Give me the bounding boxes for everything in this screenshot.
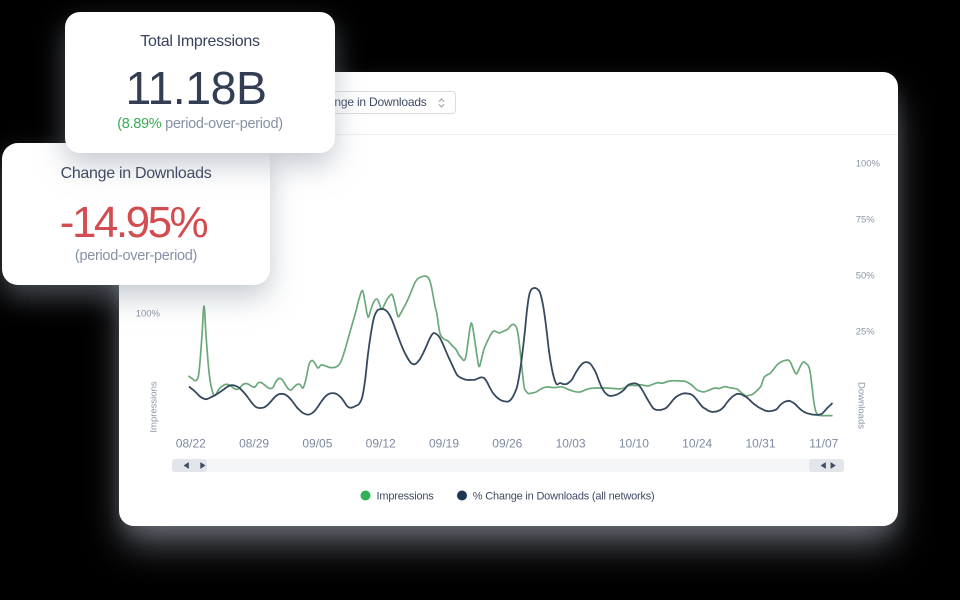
svg-text:Impressions: Impressions [149,381,160,432]
svg-text:09/05: 09/05 [302,437,332,451]
svg-text:09/12: 09/12 [366,437,396,451]
svg-text:100%: 100% [856,159,881,170]
svg-text:100%: 100% [136,309,161,320]
svg-text:50%: 50% [856,271,876,282]
svg-text:10/31: 10/31 [745,437,775,451]
svg-text:11/07: 11/07 [809,437,838,451]
svg-text:75%: 75% [856,215,876,226]
svg-text:09/26: 09/26 [492,437,522,451]
svg-text:10/03: 10/03 [556,437,586,451]
svg-text:10/24: 10/24 [682,437,712,451]
svg-text:Downloads: Downloads [856,382,867,429]
svg-text:08/22: 08/22 [176,437,206,451]
svg-text:08/29: 08/29 [239,437,269,451]
svg-text:% Change in Downloads (all net: % Change in Downloads (all networks) [473,491,655,503]
svg-text:Impressions: Impressions [377,491,435,503]
svg-text:09/19: 09/19 [429,437,459,451]
svg-text:25%: 25% [856,327,876,338]
svg-text:10/10: 10/10 [619,437,649,451]
